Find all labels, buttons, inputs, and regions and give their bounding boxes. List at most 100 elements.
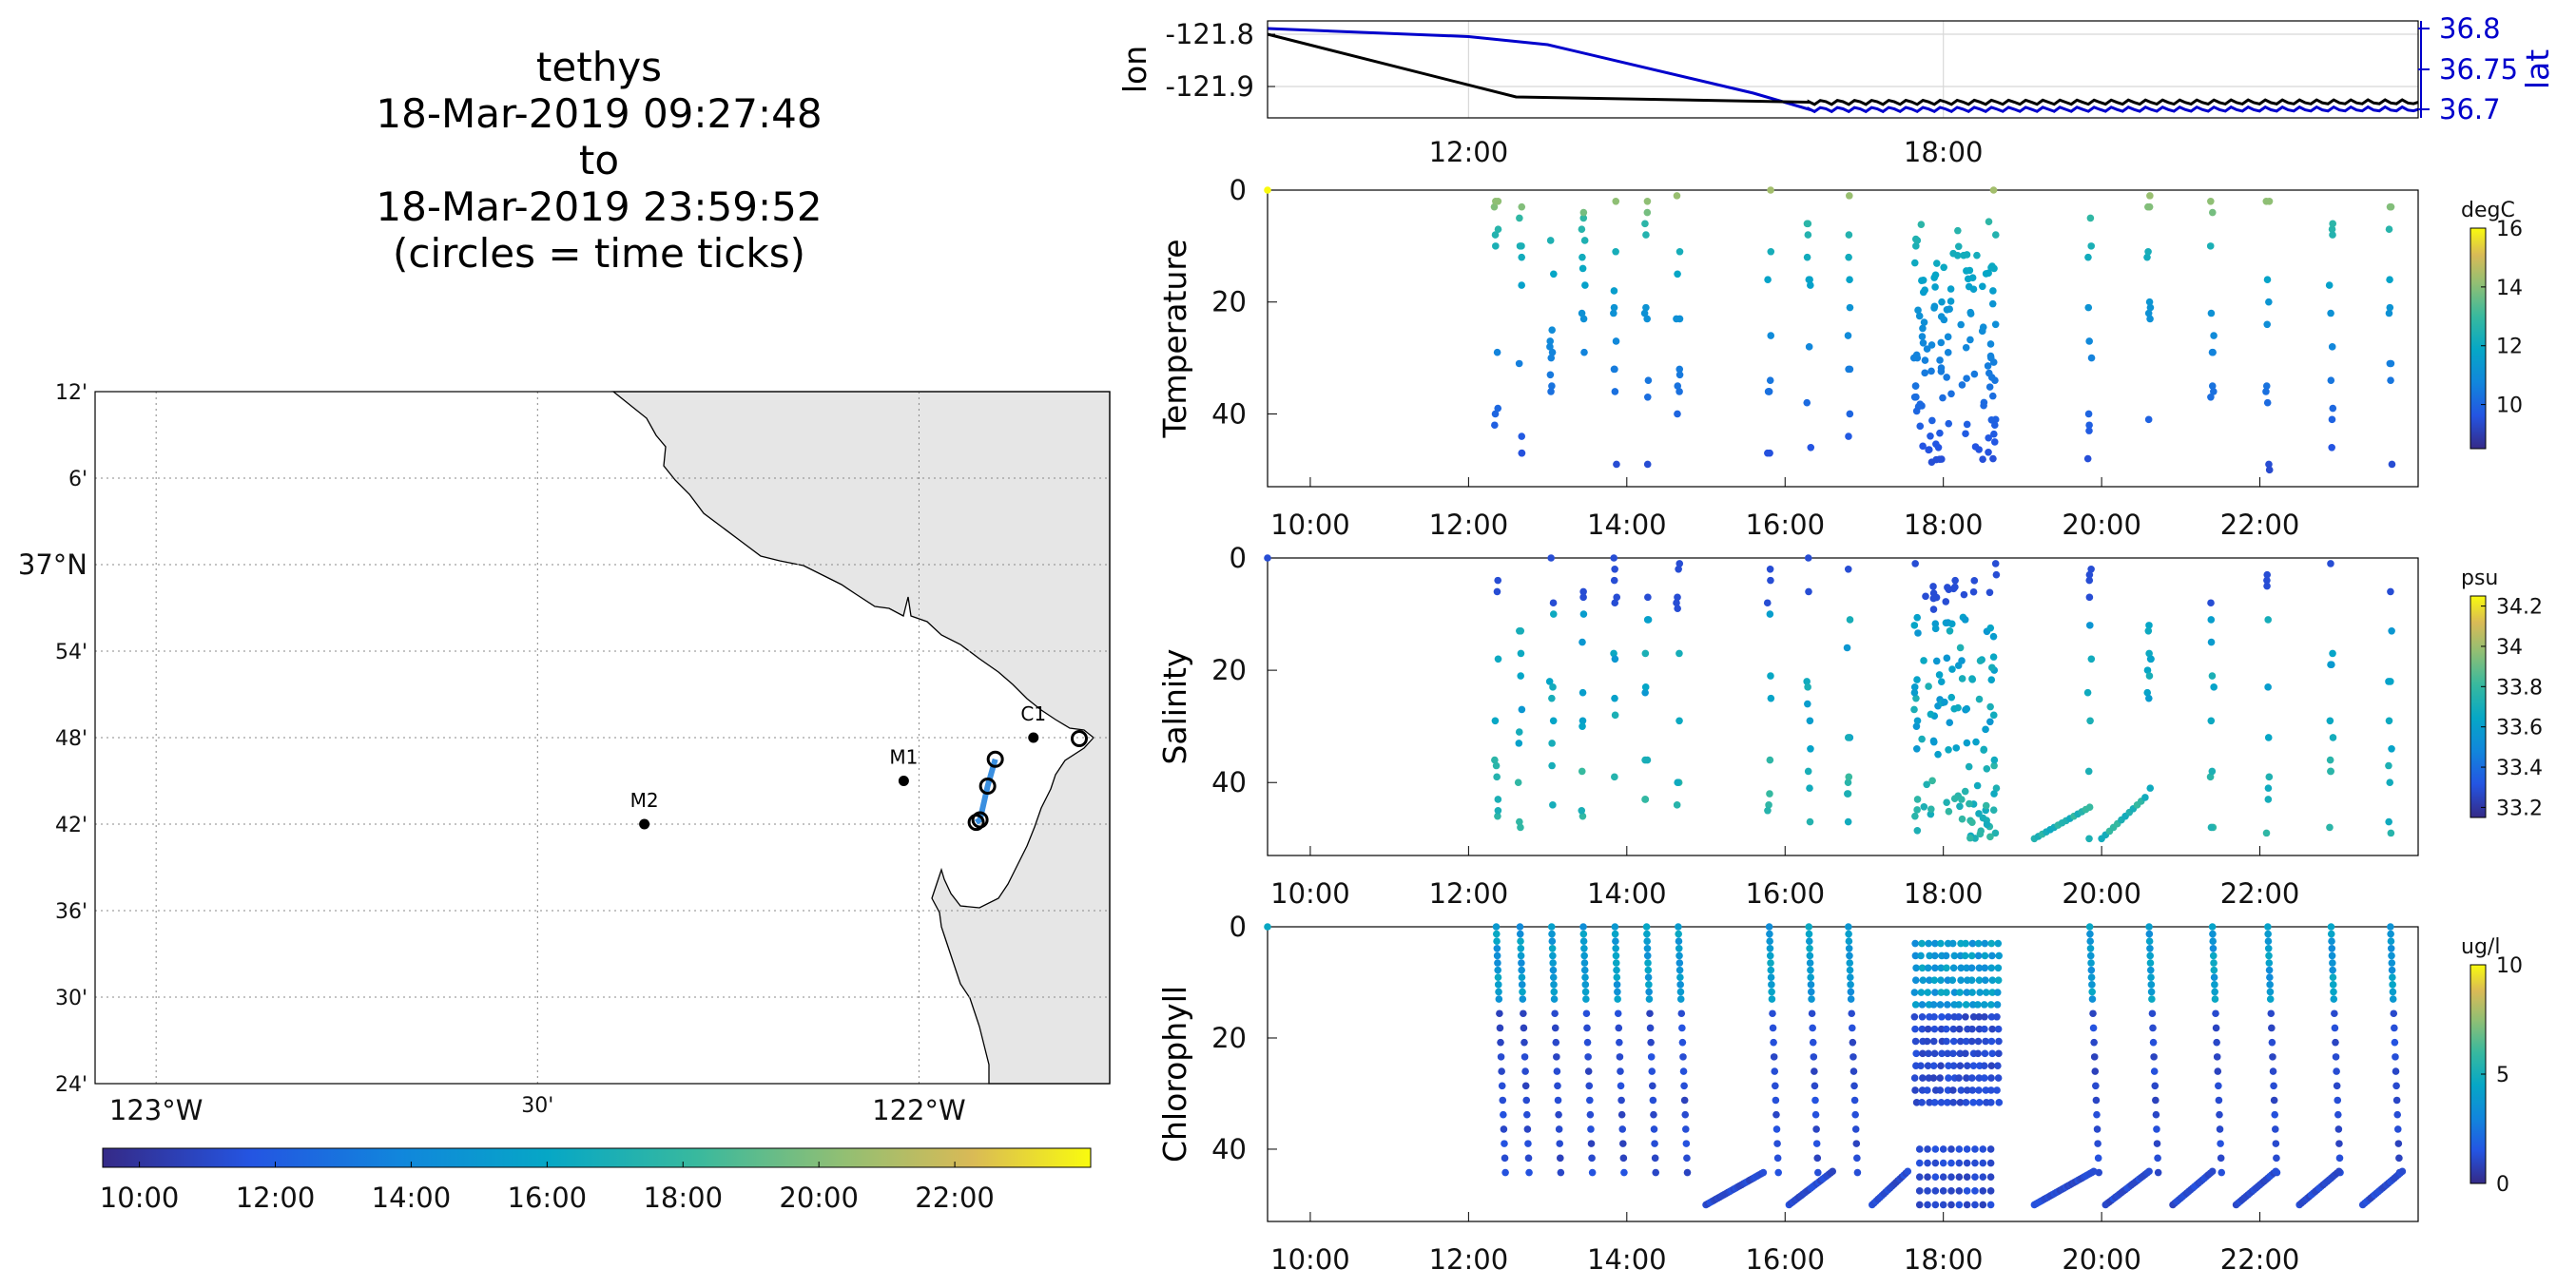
data-point [1992, 784, 2001, 792]
data-point [1517, 952, 1525, 960]
data-point [1556, 1154, 1564, 1163]
data-point [1913, 806, 1921, 814]
data-point [2209, 348, 2217, 356]
data-point [1680, 1096, 1689, 1105]
data-point [1958, 381, 1966, 389]
data-point [1583, 1024, 1591, 1032]
data-point [1947, 298, 1955, 305]
panel-frame [1267, 926, 2419, 1222]
data-point [1845, 945, 1853, 952]
data-point [1962, 1099, 1970, 1106]
data-point [2154, 1168, 2162, 1177]
data-point [2263, 576, 2271, 585]
data-point [1522, 1096, 1531, 1105]
data-point [1491, 756, 1499, 764]
data-point [2266, 988, 2275, 996]
data-point [1548, 348, 1557, 356]
data-point [1642, 303, 1650, 312]
data-point [2266, 973, 2274, 982]
data-point [1610, 554, 1618, 562]
data-point [1580, 959, 1589, 967]
data-point [1809, 1024, 1816, 1032]
data-point [1845, 930, 1852, 938]
data-point [1643, 930, 1651, 938]
data-point [1927, 458, 1936, 467]
data-point [2328, 945, 2336, 952]
data-point [2264, 683, 2272, 691]
data-point [1515, 359, 1523, 368]
data-point [1550, 988, 1559, 996]
data-point [1947, 285, 1955, 293]
data-point [2210, 683, 2218, 691]
data-point [2394, 1140, 2403, 1147]
data-point [1551, 1009, 1559, 1018]
data-point [1927, 805, 1935, 814]
data-point [1579, 722, 1586, 730]
data-point [1582, 995, 1590, 1003]
data-point [2265, 773, 2274, 781]
xtick-label: 12:00 [1429, 136, 1509, 168]
data-point [1804, 700, 1811, 708]
data-point [1962, 1001, 1970, 1009]
data-point [1579, 593, 1587, 602]
data-point [1916, 422, 1925, 431]
data-point [1494, 796, 1502, 803]
data-point [1520, 1024, 1528, 1032]
data-point [1975, 695, 1984, 703]
map-lat-tick-label: 48' [55, 727, 87, 751]
data-point [1921, 356, 1929, 364]
data-point [2085, 803, 2094, 812]
data-point [1943, 374, 1950, 381]
temperature-panel: 0 20 40 10:00 12:00 14:00 16:00 18:00 20:00 22:00… [1156, 174, 2523, 541]
data-point [1989, 632, 1998, 641]
data-point [1918, 1086, 1927, 1094]
data-point [1675, 566, 1682, 573]
data-point [1958, 815, 1966, 823]
data-point [1943, 964, 1950, 972]
data-point [2207, 717, 2216, 725]
data-point [1553, 1053, 1560, 1061]
data-point [2265, 466, 2274, 474]
data-point [1912, 407, 1921, 415]
data-point [1768, 995, 1776, 1003]
data-point [1611, 566, 1618, 573]
data-point [1924, 1201, 1931, 1209]
data-point [1805, 587, 1812, 596]
data-point [1929, 583, 1937, 590]
map-lat-tick-label: 54' [55, 641, 87, 664]
data-point [1264, 923, 1271, 931]
data-point [1989, 653, 1998, 661]
data-point [1674, 593, 1681, 602]
data-point [1956, 802, 1964, 811]
data-point [1911, 976, 1920, 984]
data-point [1939, 1173, 1947, 1182]
ytick-right-label: 36.8 [2439, 12, 2501, 45]
data-point [1612, 945, 1619, 952]
data-point [2386, 359, 2394, 368]
data-point [1957, 976, 1965, 984]
data-point [2207, 823, 2216, 832]
xtick-label: 16:00 [1745, 509, 1825, 541]
data-point [1970, 577, 1979, 585]
colorbar-tick-label: 16 [2496, 218, 2523, 241]
data-point [2209, 937, 2217, 946]
data-point [1766, 610, 1774, 618]
data-point [2208, 208, 2217, 217]
title-line: tethys [536, 44, 662, 90]
data-point [1918, 939, 1926, 948]
data-point [1919, 976, 1927, 984]
data-point [1951, 583, 1959, 591]
data-point [1495, 995, 1503, 1003]
data-point [1849, 1038, 1857, 1047]
data-point [2145, 1167, 2153, 1176]
data-point [1808, 995, 1815, 1003]
data-point [1829, 1167, 1836, 1176]
data-point [1766, 756, 1774, 764]
data-point [1616, 1038, 1623, 1047]
data-point [1986, 1201, 1995, 1209]
data-point [2269, 1053, 2276, 1061]
time-tick-circle [967, 814, 985, 832]
data-point [2149, 1038, 2158, 1047]
data-point [1946, 627, 1954, 635]
